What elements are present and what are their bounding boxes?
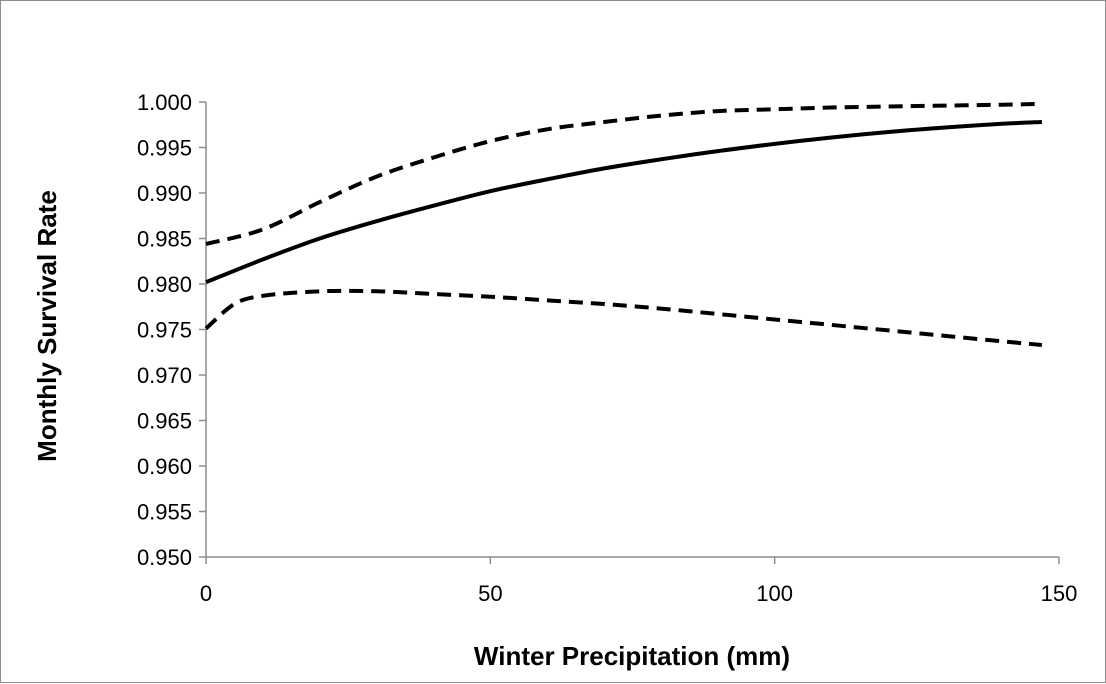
y-tick-label: 0.990 — [137, 181, 192, 206]
y-tick-label: 0.980 — [137, 272, 192, 297]
y-tick-label: 0.950 — [137, 545, 192, 570]
y-tick-label: 1.000 — [137, 90, 192, 115]
y-axis: 0.950 0.955 0.960 0.965 0.970 0.975 0.980 0.985… — [137, 90, 207, 570]
x-tick-label: 0 — [200, 581, 212, 606]
series-lines — [204, 101, 1043, 347]
series-line-solid — [205, 120, 1042, 285]
y-tick-label: 0.975 — [137, 318, 192, 343]
y-tick-label: 0.955 — [137, 500, 192, 525]
x-tick-label: 100 — [756, 581, 793, 606]
series-line-dashed-2 — [204, 288, 1043, 347]
x-tick-label: 150 — [1041, 581, 1078, 606]
y-tick-label: 0.960 — [137, 454, 192, 479]
x-axis-title: Winter Precipitation (mm) — [474, 641, 790, 671]
y-axis-title: Monthly Survival Rate — [32, 190, 62, 462]
x-axis: 0 50 100 150 — [200, 556, 1078, 606]
y-tick-label: 0.985 — [137, 227, 192, 252]
y-tick-label: 0.965 — [137, 409, 192, 434]
x-tick-label: 50 — [478, 581, 502, 606]
y-tick-label: 0.995 — [137, 136, 192, 161]
y-tick-label: 0.970 — [137, 363, 192, 388]
series-line-dashed-1 — [205, 101, 1042, 246]
